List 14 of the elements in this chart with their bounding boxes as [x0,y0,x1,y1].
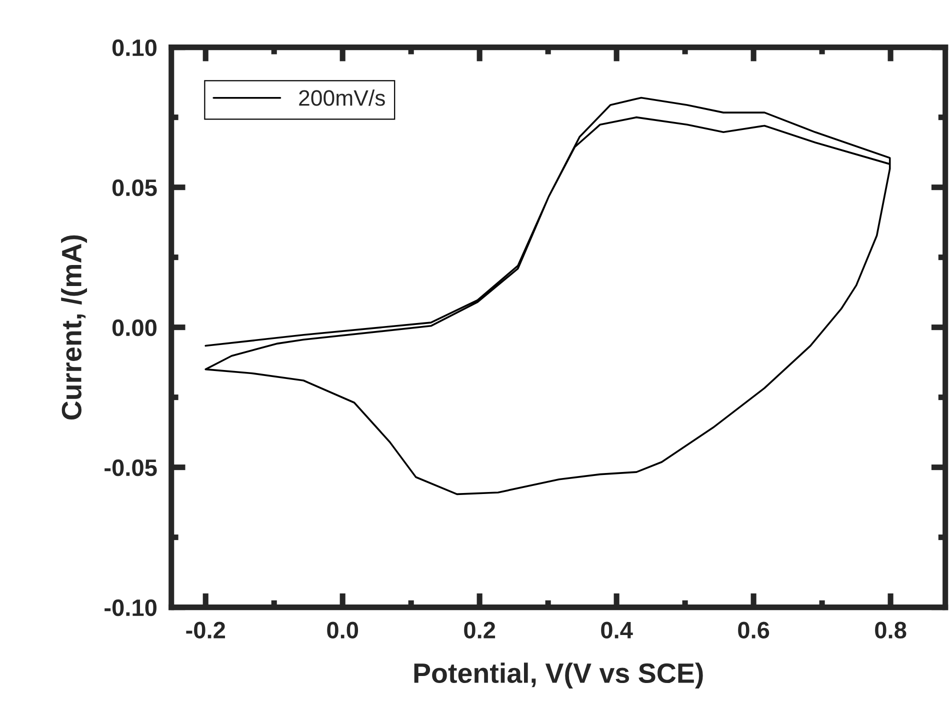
y-tick-label: 0.00 [112,319,157,336]
y-axis-title: Current, /(mA) [61,235,87,420]
x-tick-label: 0.6 [738,622,770,639]
y-tick-label: 0.05 [112,179,157,196]
y-tick-label: 0.10 [112,39,157,56]
x-tick-label: 0.8 [875,622,906,639]
legend-label: 200mV/s [299,90,385,106]
y-tick-label: -0.10 [104,599,157,616]
y-tick-label: -0.05 [104,459,157,476]
x-tick-label: -0.2 [186,622,226,639]
x-tick-label: 0.2 [464,622,496,639]
x-tick-label: 0.4 [601,622,633,639]
x-axis-title: Potential, V(V vs SCE) [414,662,703,689]
x-tick-label: 0.0 [327,622,358,639]
